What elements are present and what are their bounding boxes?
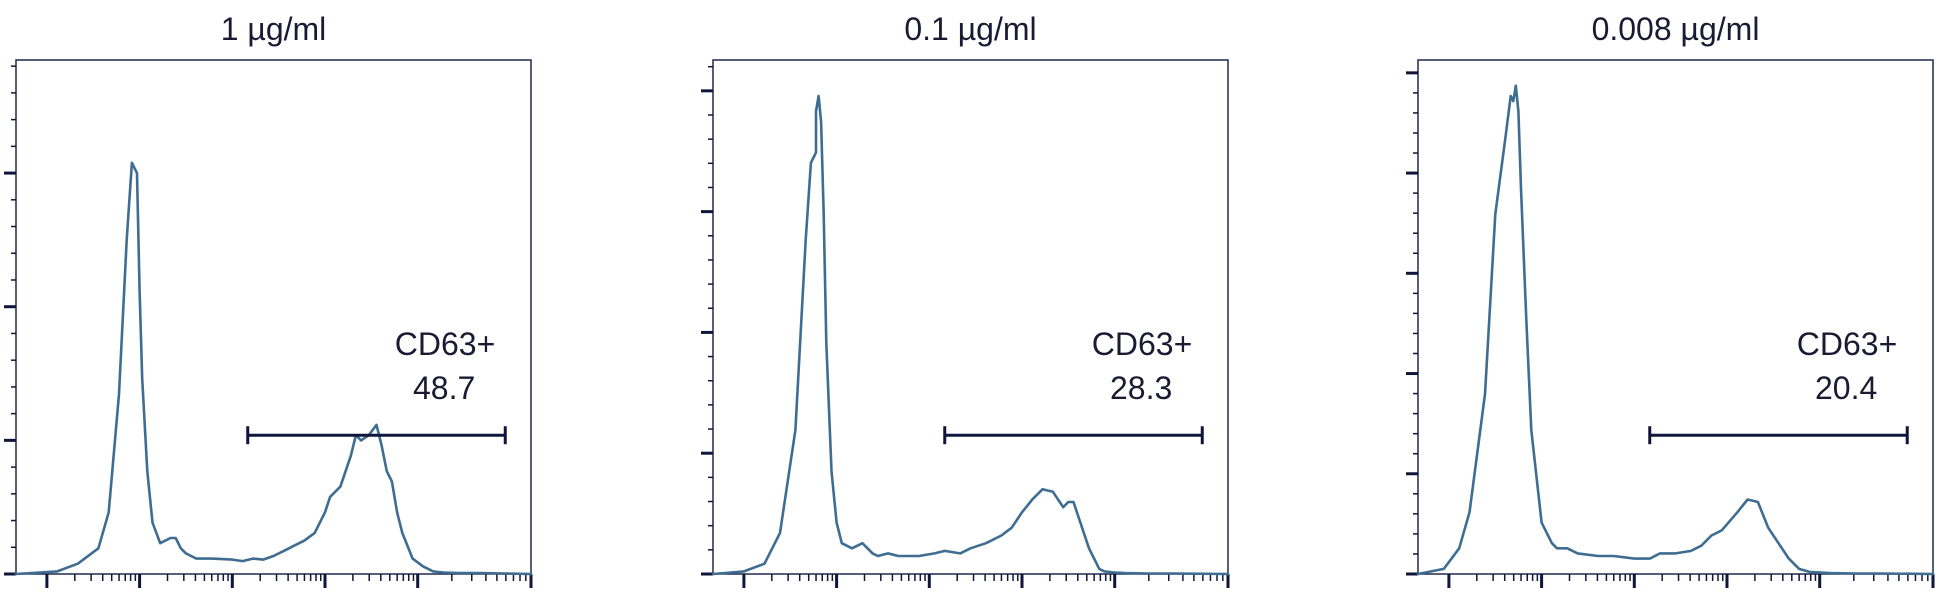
plot-frame <box>713 60 1228 574</box>
panel-2: 0.1 µg/ml CD63+ 28.3 <box>701 11 1228 588</box>
gate-marker <box>1650 426 1908 444</box>
gate-value: 48.7 <box>413 370 475 406</box>
panel-title: 0.008 µg/ml <box>1592 11 1760 47</box>
plot-frame <box>1418 60 1933 574</box>
gate-label: CD63+ <box>395 326 496 362</box>
panel-3: 0.008 µg/ml CD63+ 20.4 <box>1406 11 1933 588</box>
panel-title: 1 µg/ml <box>221 11 327 47</box>
panel-title: 0.1 µg/ml <box>904 11 1036 47</box>
gate-value: 28.3 <box>1110 370 1172 406</box>
gate-value: 20.4 <box>1815 370 1877 406</box>
gate-label: CD63+ <box>1797 326 1898 362</box>
histogram-curve <box>16 163 531 574</box>
panel-1: 1 µg/ml CD63+ 48.7 <box>4 11 531 588</box>
plot-frame <box>16 60 531 574</box>
gate-label: CD63+ <box>1092 326 1193 362</box>
gate-marker <box>945 426 1203 444</box>
